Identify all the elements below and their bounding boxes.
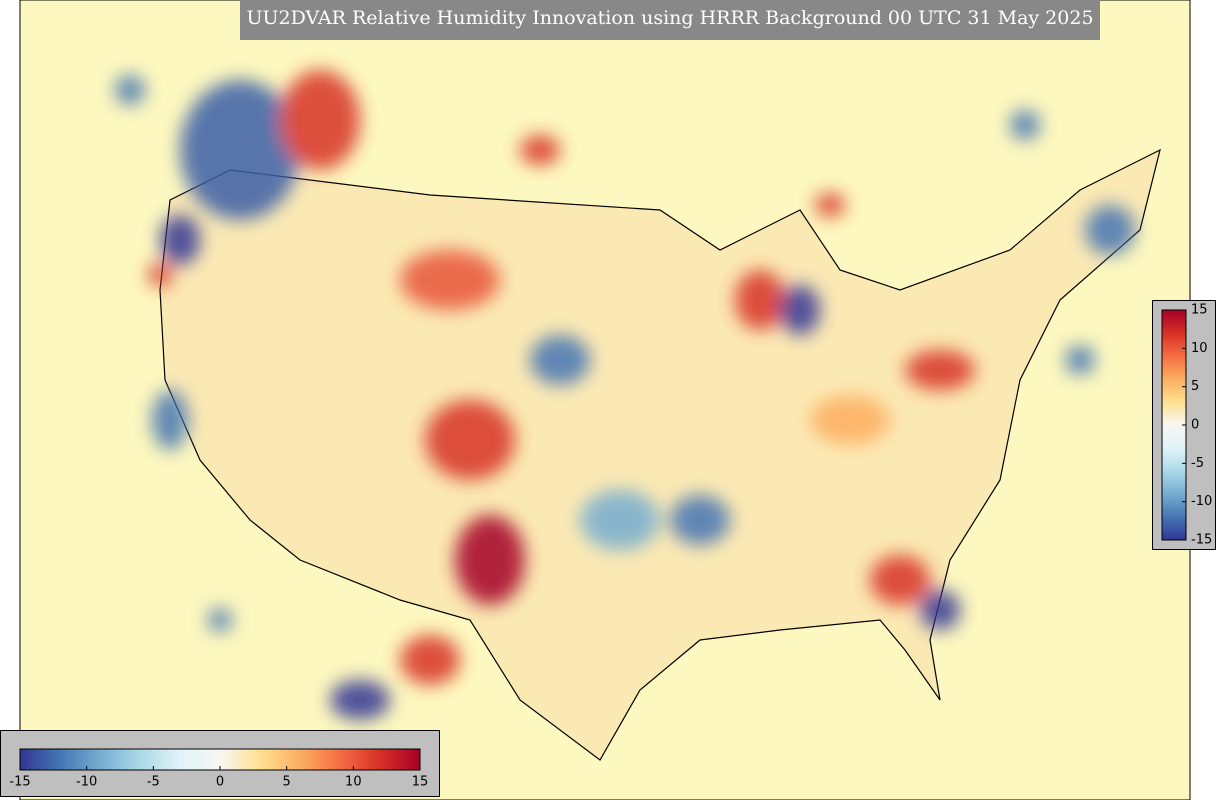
map xyxy=(19,0,1191,800)
tick-label: -10 xyxy=(76,775,97,790)
tick-label: -10 xyxy=(1191,494,1212,509)
tick-label: -15 xyxy=(9,775,30,790)
title-background xyxy=(240,0,1100,40)
title-box: UU2DVAR Relative Humidity Innovation usi… xyxy=(240,0,1100,40)
tick-label: -5 xyxy=(147,775,160,790)
colorbar-vertical: 15 10 5 0 -5 -10 -15 xyxy=(1152,300,1216,550)
land-outline xyxy=(159,148,1161,761)
tick-label: 10 xyxy=(345,775,362,790)
tick-label: 0 xyxy=(216,775,224,790)
tick-label: 15 xyxy=(412,775,429,790)
colorbar-horizontal: -15 -10 -5 0 5 10 15 xyxy=(0,730,440,797)
tick-label: -5 xyxy=(1191,456,1204,471)
field-texture xyxy=(115,70,1135,720)
tick-label: 10 xyxy=(1191,341,1208,356)
title: UU2DVAR Relative Humidity Innovation usi… xyxy=(246,7,1093,29)
tick-label: 0 xyxy=(1191,418,1199,433)
tick-label: -15 xyxy=(1191,533,1212,548)
tick-label: 5 xyxy=(1191,379,1199,394)
tick-label: 5 xyxy=(283,775,291,790)
tick-label: 15 xyxy=(1191,303,1208,318)
